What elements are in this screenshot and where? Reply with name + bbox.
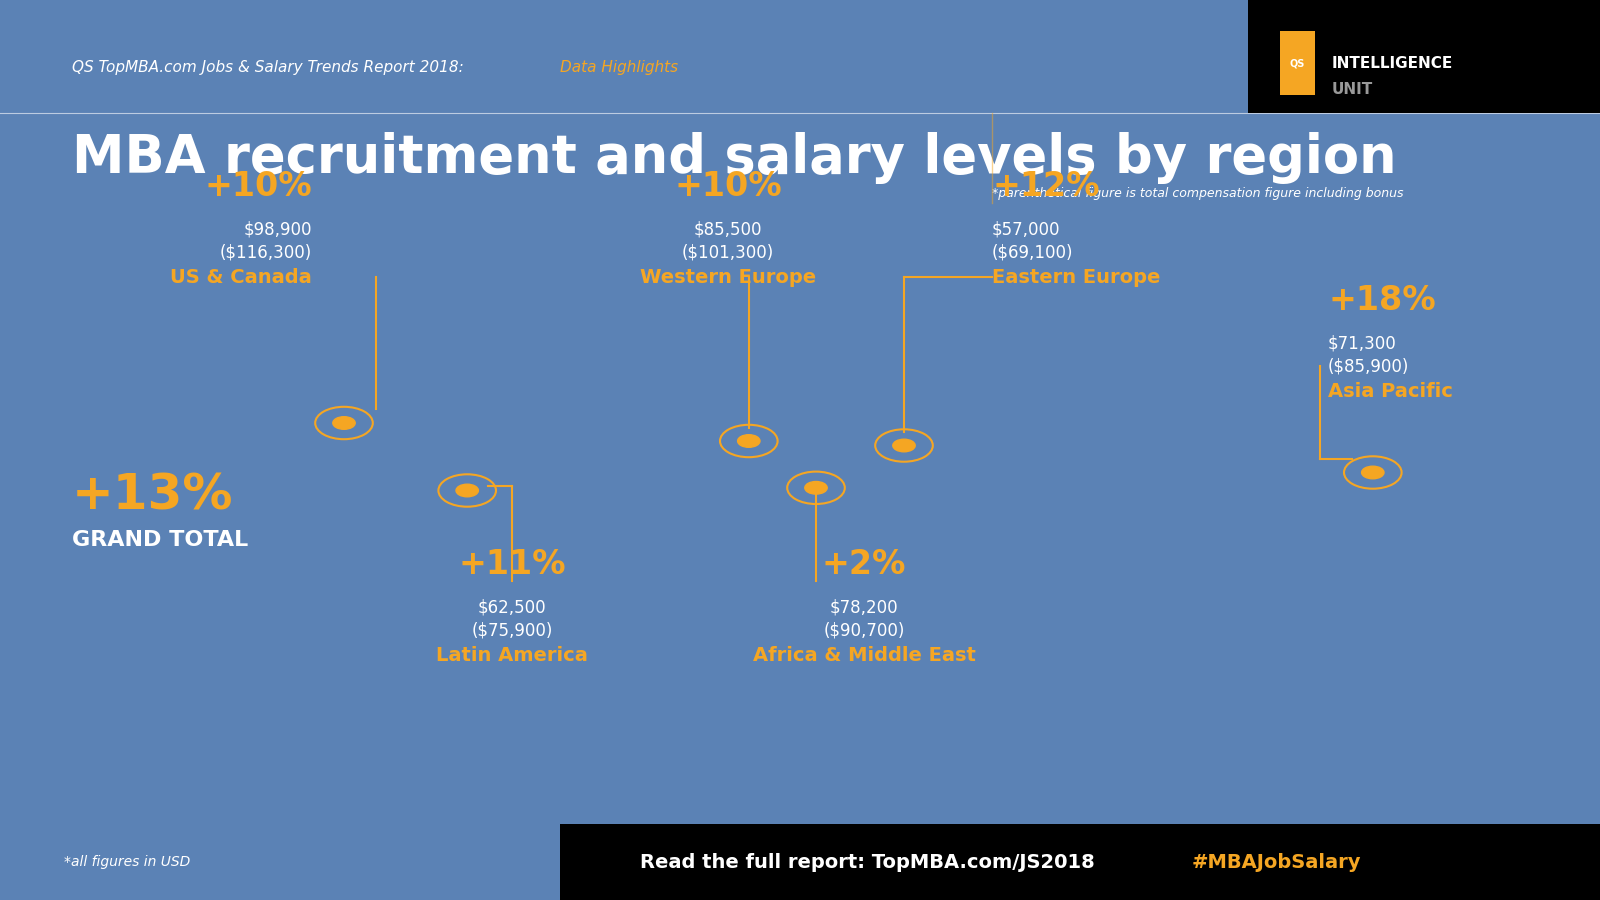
Text: $85,500: $85,500 [694,220,762,238]
Text: +18%: +18% [1328,284,1435,317]
Text: $98,900: $98,900 [243,220,312,238]
Text: +10%: +10% [674,169,782,202]
Text: Western Europe: Western Europe [640,267,816,287]
Text: +12%: +12% [992,169,1099,202]
Text: Latin America: Latin America [437,645,587,665]
Text: $71,300: $71,300 [1328,335,1397,353]
Text: +11%: +11% [458,547,566,580]
Text: US & Canada: US & Canada [170,267,312,287]
Text: MBA recruitment and salary levels by region: MBA recruitment and salary levels by reg… [72,131,1397,184]
FancyBboxPatch shape [1248,0,1600,112]
Text: INTELLIGENCE: INTELLIGENCE [1331,56,1453,70]
Circle shape [456,484,478,497]
Text: Africa & Middle East: Africa & Middle East [752,645,976,665]
Text: Read the full report: TopMBA.com/JS2018: Read the full report: TopMBA.com/JS2018 [640,852,1101,872]
Circle shape [333,417,355,429]
Text: +10%: +10% [205,169,312,202]
FancyBboxPatch shape [0,0,1600,112]
Text: $62,500: $62,500 [478,598,546,616]
Text: $57,000: $57,000 [992,220,1061,238]
Circle shape [805,482,827,494]
Text: $78,200: $78,200 [830,598,898,616]
Circle shape [738,435,760,447]
Circle shape [893,439,915,452]
Text: QS TopMBA.com Jobs & Salary Trends Report 2018:: QS TopMBA.com Jobs & Salary Trends Repor… [72,60,469,75]
Text: ($101,300): ($101,300) [682,243,774,261]
Text: Eastern Europe: Eastern Europe [992,267,1160,287]
Text: ($90,700): ($90,700) [824,621,904,639]
Text: GRAND TOTAL: GRAND TOTAL [72,530,248,550]
Text: UNIT: UNIT [1331,83,1373,97]
Text: Data Highlights: Data Highlights [560,60,678,75]
Text: ($69,100): ($69,100) [992,243,1074,261]
Text: ($75,900): ($75,900) [472,621,552,639]
Text: *parenthetical figure is total compensation figure including bonus: *parenthetical figure is total compensat… [992,187,1403,200]
Text: Asia Pacific: Asia Pacific [1328,382,1453,401]
Text: QS: QS [1290,58,1306,68]
Circle shape [1362,466,1384,479]
Text: ($116,300): ($116,300) [219,243,312,261]
Text: #MBAJobSalary: #MBAJobSalary [1192,852,1362,872]
FancyBboxPatch shape [1280,32,1315,94]
FancyBboxPatch shape [560,824,1600,900]
Text: ($85,900): ($85,900) [1328,357,1410,375]
Text: +13%: +13% [72,471,234,519]
Text: +2%: +2% [822,547,906,580]
Text: *all figures in USD: *all figures in USD [64,855,190,869]
